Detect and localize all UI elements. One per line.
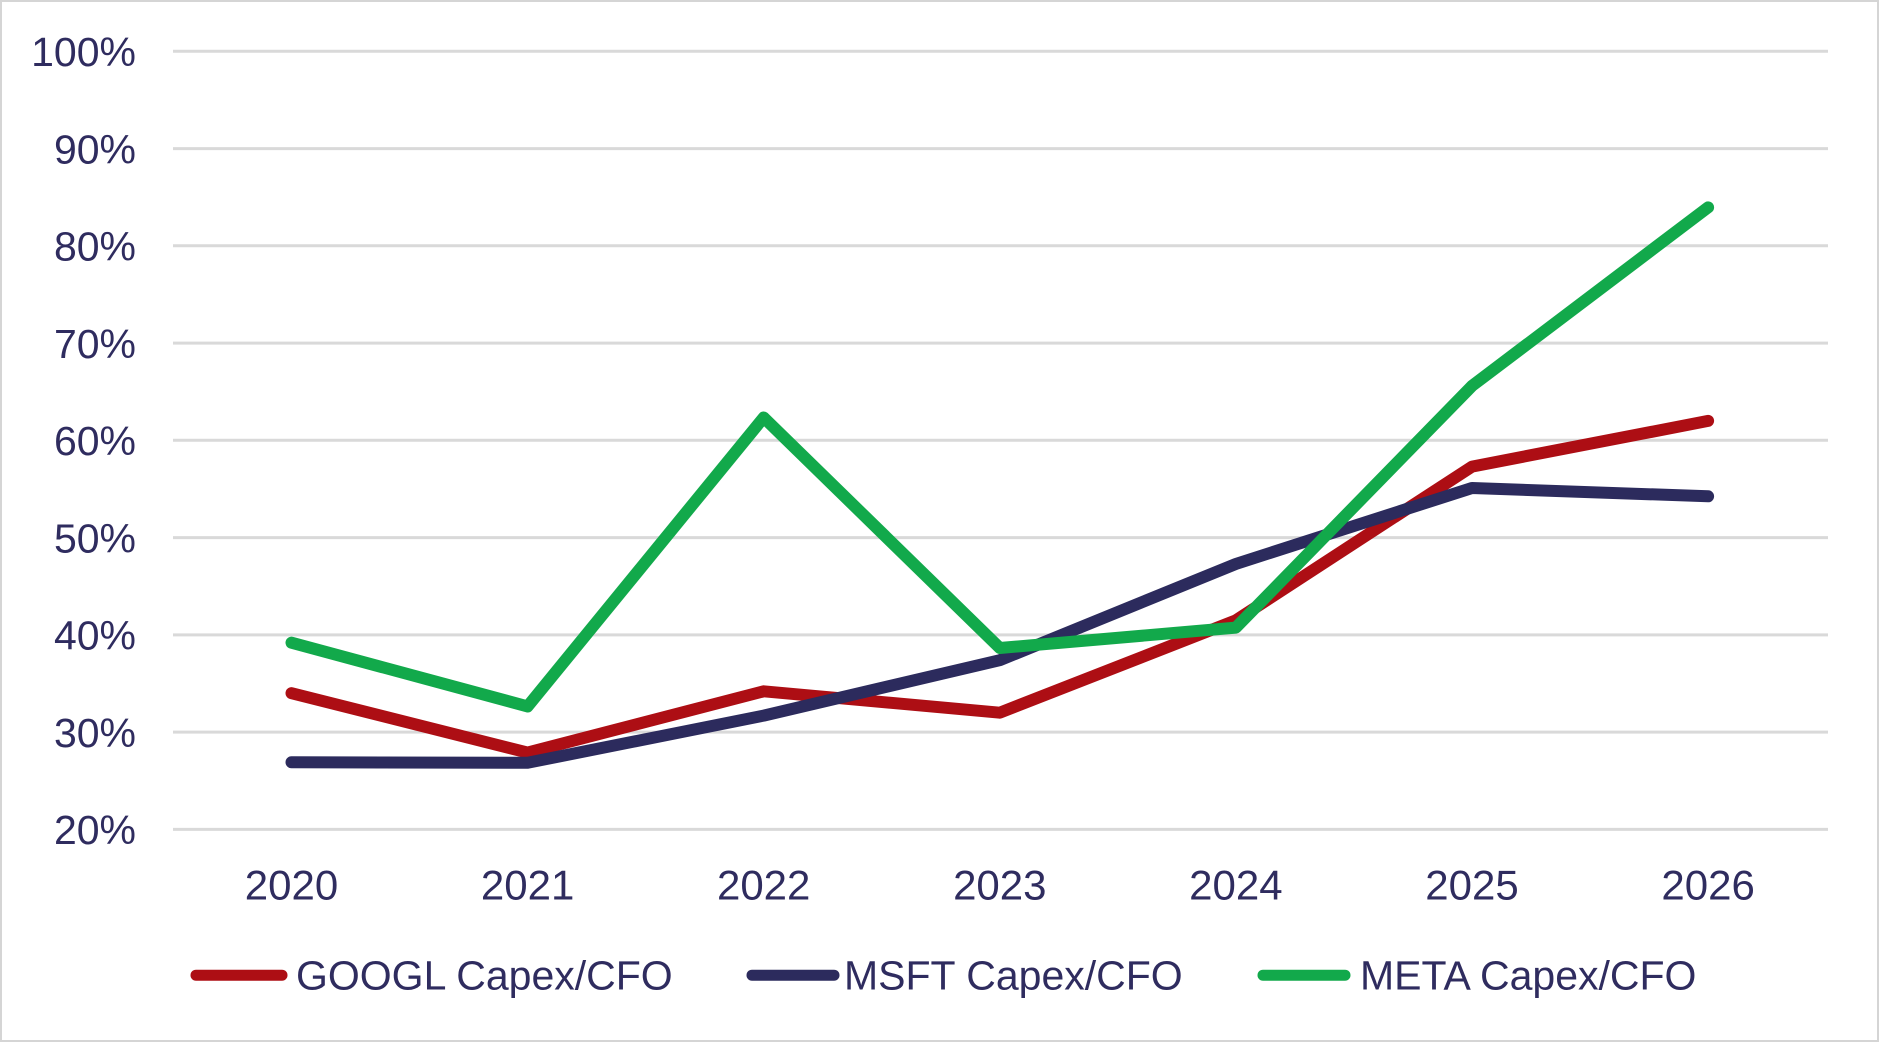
svg-text:2020: 2020 bbox=[245, 861, 338, 908]
svg-text:2025: 2025 bbox=[1425, 861, 1518, 908]
svg-text:40%: 40% bbox=[54, 613, 136, 659]
svg-text:2021: 2021 bbox=[481, 861, 574, 908]
svg-text:20%: 20% bbox=[54, 807, 136, 853]
svg-text:META Capex/CFO: META Capex/CFO bbox=[1360, 952, 1696, 998]
svg-text:100%: 100% bbox=[31, 29, 136, 75]
svg-text:2026: 2026 bbox=[1661, 861, 1754, 908]
svg-text:30%: 30% bbox=[54, 710, 136, 756]
svg-text:60%: 60% bbox=[54, 418, 136, 464]
svg-text:50%: 50% bbox=[54, 515, 136, 561]
svg-text:80%: 80% bbox=[54, 224, 136, 270]
svg-text:2023: 2023 bbox=[953, 861, 1046, 908]
svg-text:70%: 70% bbox=[54, 321, 136, 367]
svg-text:2024: 2024 bbox=[1189, 861, 1282, 908]
svg-text:GOOGL Capex/CFO: GOOGL Capex/CFO bbox=[296, 952, 673, 998]
svg-text:MSFT Capex/CFO: MSFT Capex/CFO bbox=[844, 952, 1183, 998]
svg-text:2022: 2022 bbox=[717, 861, 810, 908]
svg-text:90%: 90% bbox=[54, 126, 136, 172]
